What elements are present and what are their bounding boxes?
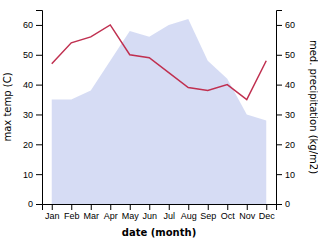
- tick-label: 20: [23, 140, 33, 150]
- tick: 0: [276, 199, 290, 209]
- tick-label: Nov: [239, 211, 256, 221]
- y-axis: 0 10 20 30 40 50 60: [23, 11, 43, 210]
- tick-mark: [36, 55, 42, 56]
- tick-mark: [36, 174, 42, 175]
- tick-mark: [276, 114, 282, 115]
- tick-mark: [91, 204, 92, 210]
- tick-mark: [208, 204, 209, 210]
- tick-mark: [266, 204, 267, 210]
- tick-mark: [110, 204, 111, 210]
- tick-label: 10: [23, 170, 33, 180]
- x-axis-title: date (month): [122, 227, 196, 238]
- tick-label: Jul: [163, 211, 175, 221]
- tick-label: Mar: [84, 211, 100, 221]
- tick-mark: [36, 204, 42, 205]
- tick: Aug: [181, 204, 197, 221]
- tick-label: 30: [23, 110, 33, 120]
- tick-mark: [149, 204, 150, 210]
- tick-mark: [36, 144, 42, 145]
- tick: 40: [276, 80, 295, 90]
- tick-label: 50: [23, 50, 33, 60]
- tick-label: 60: [285, 20, 295, 30]
- tick: Mar: [84, 204, 100, 221]
- tick-mark: [247, 204, 248, 210]
- tick: 0: [28, 199, 42, 209]
- tick-label: Jan: [45, 211, 60, 221]
- tick-label: 40: [285, 80, 295, 90]
- tick: May: [122, 204, 140, 221]
- tick: 30: [276, 110, 295, 120]
- tick-mark: [276, 25, 282, 26]
- tick: Sep: [200, 204, 216, 221]
- tick: Nov: [239, 204, 256, 221]
- x-axis: Jan Feb Mar Apr MayJun Jul AugSep OctNovDec: [43, 204, 277, 221]
- tick-mark: [52, 204, 53, 210]
- axis-line: [277, 11, 283, 205]
- tick: Feb: [64, 204, 80, 221]
- tick-label: Apr: [104, 211, 118, 221]
- y2-axis: 0 10 20 30 40 50 60: [276, 11, 295, 210]
- tick-label: Oct: [221, 211, 236, 221]
- tick-label: Feb: [64, 211, 80, 221]
- tick: 20: [276, 140, 295, 150]
- tick-mark: [36, 114, 42, 115]
- tick-mark: [188, 204, 189, 210]
- tick-label: Aug: [181, 211, 197, 221]
- tick-mark: [276, 55, 282, 56]
- y-axis-title: max temp (C): [2, 72, 13, 141]
- tick-label: 50: [285, 50, 295, 60]
- tick: 50: [276, 50, 295, 60]
- tick: 40: [23, 80, 42, 90]
- tick: Jun: [142, 204, 157, 221]
- tick-label: 0: [28, 199, 33, 209]
- marks: [52, 19, 267, 204]
- tick-label: Sep: [200, 211, 216, 221]
- tick-label: 30: [285, 110, 295, 120]
- tick-mark: [169, 204, 170, 210]
- tick-mark: [36, 85, 42, 86]
- axis-line: [43, 205, 277, 211]
- tick-mark: [36, 25, 42, 26]
- tick: 50: [23, 50, 42, 60]
- tick-label: 10: [285, 170, 295, 180]
- tick: 10: [276, 170, 295, 180]
- tick-label: 20: [285, 140, 295, 150]
- tick: Oct: [221, 204, 236, 221]
- tick-label: 0: [285, 199, 290, 209]
- tick-mark: [276, 144, 282, 145]
- tick-mark: [276, 174, 282, 175]
- tick-label: May: [122, 211, 140, 221]
- tick-label: Dec: [259, 211, 276, 221]
- line: [52, 25, 267, 100]
- tick-label: Jun: [142, 211, 157, 221]
- axis-line: [36, 11, 43, 205]
- plot: Jan Feb Mar Apr MayJun Jul AugSep OctNovDec 0 10 2…: [23, 11, 295, 222]
- tick-label: 40: [23, 80, 33, 90]
- tick: 20: [23, 140, 42, 150]
- tick: 60: [23, 20, 42, 30]
- chart: Jan Feb Mar Apr MayJun Jul AugSep OctNovDec 0 10 2…: [0, 0, 318, 242]
- tick: Jan: [45, 204, 60, 221]
- tick-mark: [227, 204, 228, 210]
- tick: 10: [23, 170, 42, 180]
- tick: Apr: [104, 204, 118, 221]
- tick: Jul: [163, 204, 175, 221]
- tick-mark: [276, 204, 282, 205]
- area: [52, 19, 267, 204]
- tick: Dec: [259, 204, 276, 221]
- tick-mark: [276, 85, 282, 86]
- tick-mark: [71, 204, 72, 210]
- tick: 30: [23, 110, 42, 120]
- tick-label: 60: [23, 20, 33, 30]
- tick-mark: [130, 204, 131, 210]
- y2-axis-title: med. precipitation (kg/m2): [308, 40, 318, 174]
- tick: 60: [276, 20, 295, 30]
